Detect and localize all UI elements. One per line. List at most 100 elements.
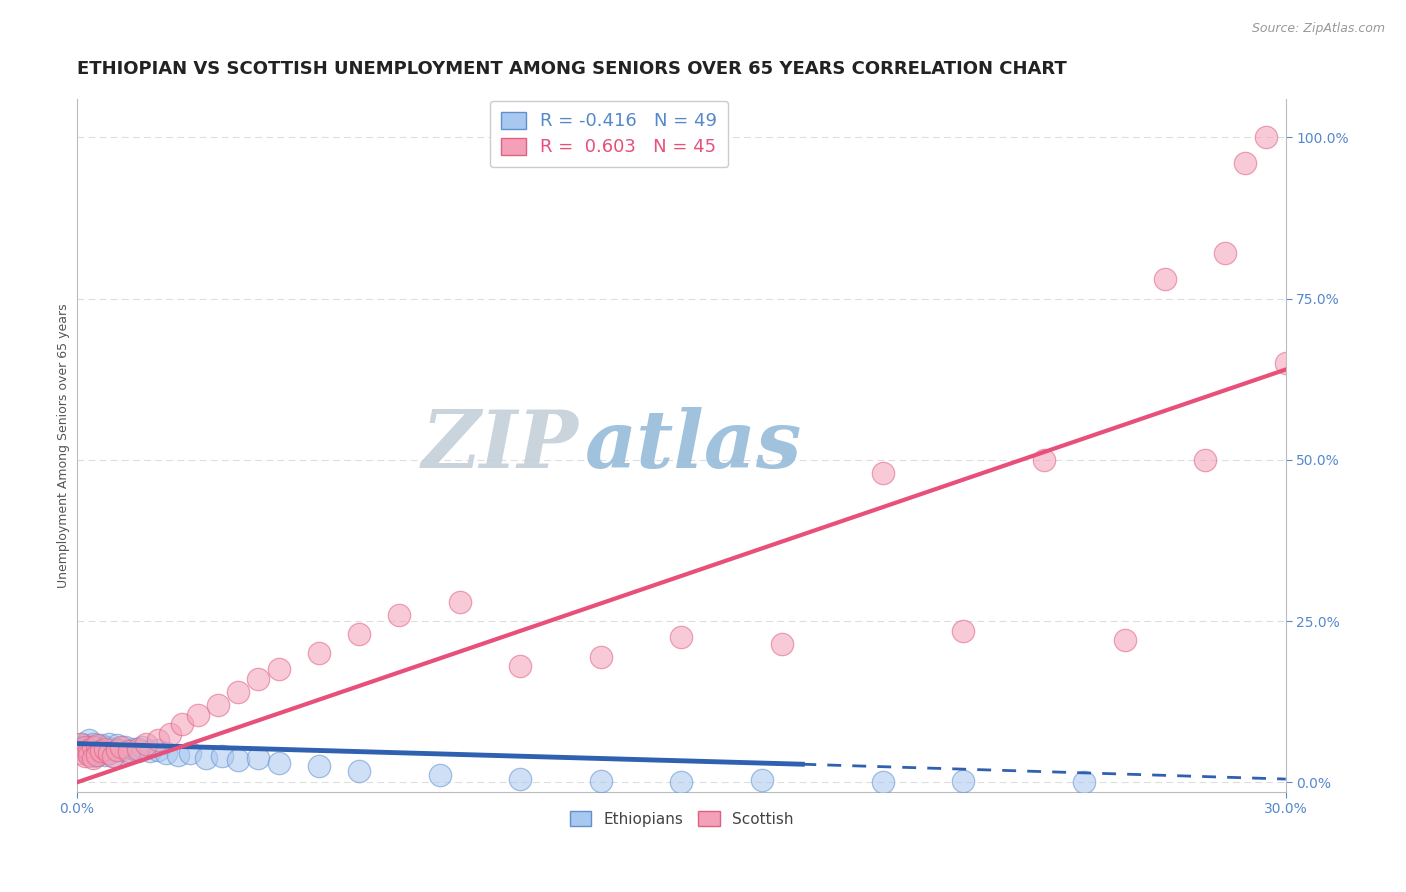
Point <box>247 751 270 765</box>
Point <box>509 772 531 786</box>
Point <box>509 659 531 673</box>
Point <box>1154 272 1177 286</box>
Point <box>82 743 104 757</box>
Point <box>135 737 157 751</box>
Point <box>347 764 370 778</box>
Point <box>1274 356 1296 370</box>
Point <box>952 774 974 789</box>
Point <box>75 739 97 754</box>
Point <box>94 748 117 763</box>
Point <box>429 767 451 781</box>
Legend: Ethiopians, Scottish: Ethiopians, Scottish <box>564 805 800 833</box>
Point <box>179 746 201 760</box>
Point <box>187 707 209 722</box>
Point <box>308 646 330 660</box>
Point <box>90 746 112 760</box>
Point <box>98 737 121 751</box>
Point <box>1215 246 1237 260</box>
Point <box>70 746 93 760</box>
Point <box>82 739 104 754</box>
Point <box>86 738 108 752</box>
Point <box>159 727 181 741</box>
Text: ZIP: ZIP <box>422 407 579 484</box>
Point <box>103 741 125 756</box>
Point <box>75 741 97 756</box>
Point <box>131 739 153 754</box>
Point <box>247 672 270 686</box>
Point <box>138 744 160 758</box>
Point <box>770 637 793 651</box>
Point <box>77 743 100 757</box>
Point <box>872 775 894 789</box>
Point <box>155 746 177 760</box>
Point <box>90 744 112 758</box>
Point <box>107 743 129 757</box>
Point <box>1114 633 1136 648</box>
Point <box>226 753 249 767</box>
Point <box>82 737 104 751</box>
Point <box>75 749 97 764</box>
Point <box>94 741 117 756</box>
Point <box>267 662 290 676</box>
Point <box>207 698 229 712</box>
Point <box>671 775 693 789</box>
Point <box>122 741 145 756</box>
Point <box>77 746 100 760</box>
Point <box>146 743 169 757</box>
Point <box>1254 130 1277 145</box>
Point <box>118 744 141 758</box>
Point <box>86 739 108 754</box>
Point <box>86 748 108 763</box>
Point <box>589 774 612 789</box>
Point <box>226 685 249 699</box>
Point <box>211 749 233 764</box>
Point <box>103 749 125 764</box>
Point <box>82 749 104 764</box>
Text: Source: ZipAtlas.com: Source: ZipAtlas.com <box>1251 22 1385 36</box>
Point <box>267 756 290 770</box>
Point <box>70 739 93 754</box>
Y-axis label: Unemployment Among Seniors over 65 years: Unemployment Among Seniors over 65 years <box>58 303 70 588</box>
Point <box>107 738 129 752</box>
Point <box>872 466 894 480</box>
Point <box>94 739 117 754</box>
Point <box>90 738 112 752</box>
Point <box>127 741 149 756</box>
Point <box>110 739 132 754</box>
Text: ETHIOPIAN VS SCOTTISH UNEMPLOYMENT AMONG SENIORS OVER 65 YEARS CORRELATION CHART: ETHIOPIAN VS SCOTTISH UNEMPLOYMENT AMONG… <box>77 60 1067 78</box>
Point <box>118 746 141 760</box>
Point <box>308 759 330 773</box>
Point <box>347 627 370 641</box>
Point <box>70 737 93 751</box>
Point <box>114 739 136 754</box>
Point <box>589 649 612 664</box>
Point <box>86 744 108 758</box>
Point <box>1194 452 1216 467</box>
Point <box>146 733 169 747</box>
Point <box>1234 156 1257 170</box>
Point <box>166 748 188 763</box>
Point <box>70 737 93 751</box>
Point <box>952 624 974 638</box>
Point <box>388 607 411 622</box>
Point <box>195 751 218 765</box>
Point <box>1073 775 1095 789</box>
Point <box>751 773 773 788</box>
Point <box>77 748 100 763</box>
Point <box>1033 452 1056 467</box>
Point <box>75 738 97 752</box>
Point <box>98 746 121 760</box>
Point <box>449 595 471 609</box>
Point <box>110 743 132 757</box>
Point <box>103 749 125 764</box>
Point <box>77 733 100 747</box>
Text: atlas: atlas <box>585 407 803 484</box>
Point <box>82 751 104 765</box>
Point <box>75 744 97 758</box>
Point <box>127 744 149 758</box>
Point <box>170 717 193 731</box>
Point <box>98 744 121 758</box>
Point <box>77 739 100 754</box>
Point <box>86 748 108 763</box>
Point <box>671 630 693 644</box>
